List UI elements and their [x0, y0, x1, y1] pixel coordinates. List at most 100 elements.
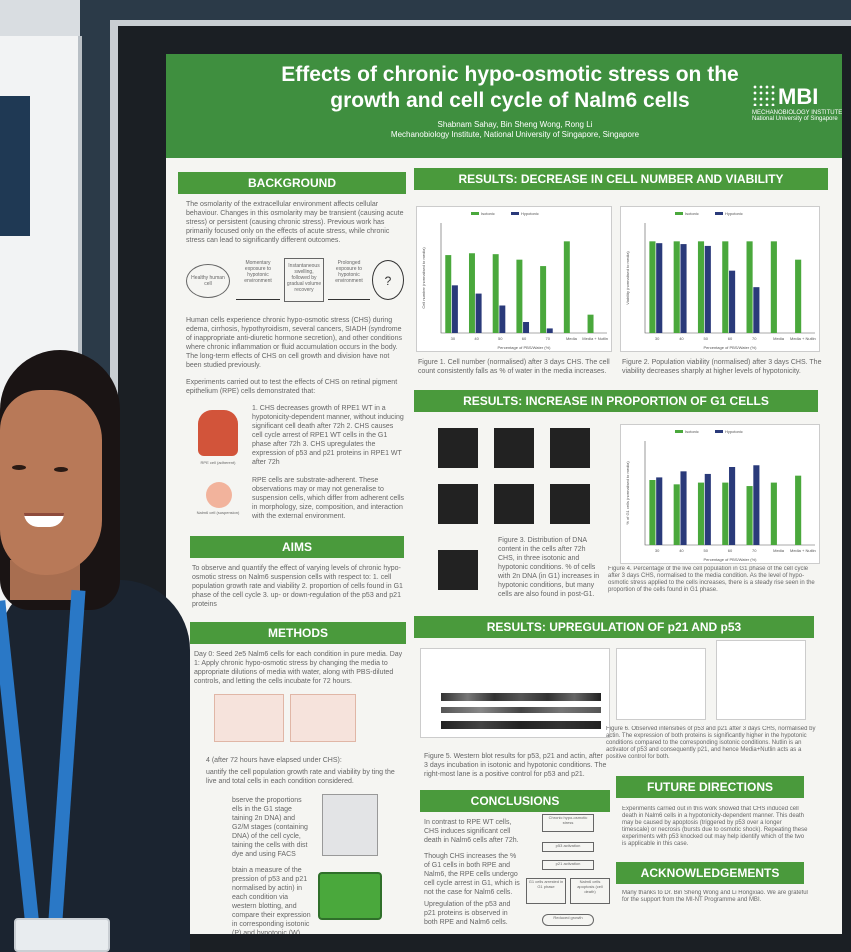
x-tick-label: 70: [752, 336, 757, 341]
chart-cell-number: Isotonic Hypotonic 30 40 50 60 70 Media Media + …: [421, 211, 608, 350]
chart-bar: [770, 241, 777, 333]
x-tick-label: 50: [498, 336, 503, 341]
flow-node: Chronic hypo-osmotic stress: [542, 814, 594, 832]
chart-bar: [445, 255, 452, 333]
chart-bar: [746, 486, 753, 545]
histogram-panel: [438, 428, 478, 468]
x-tick-label: Media: [566, 336, 578, 341]
blot-band-p21: [441, 707, 601, 713]
flow-node: Nalm6 cells apoptosis (cell death): [570, 878, 610, 904]
mbi-logo-text: MBI: [778, 84, 819, 109]
methods-text-5: btain a measure of the pression of p53 a…: [232, 867, 311, 934]
diagram-node-momentary: Momentary exposure to hypotonic environm…: [236, 260, 280, 300]
diagram-node-swelling: Instantaneous swelling, followed by grad…: [284, 258, 324, 302]
x-tick-label: Media + Nutlin: [790, 548, 816, 553]
chart-bar: [523, 322, 530, 333]
legend-label: Isotonic: [685, 211, 699, 216]
histogram-panel: [550, 428, 590, 468]
western-blot-apparatus-icon: [318, 872, 382, 920]
background-text-3: Experiments carried out to test the effe…: [186, 379, 398, 395]
x-tick-label: Media + Nutlin: [582, 336, 608, 341]
chart-bar: [680, 471, 687, 545]
nalm6-cell-icon: [206, 482, 232, 508]
legend-swatch: [675, 212, 683, 215]
chart-bar: [546, 328, 553, 333]
mbi-logo-subtitle: MECHANOBIOLOGY INSTITUTE National Univer…: [752, 110, 843, 122]
flow-cytometer-icon: [322, 794, 378, 856]
blot-band-p53: [441, 693, 601, 701]
y-axis-label: % of G1 cells (normalised to media): [625, 461, 630, 525]
title-banner: [166, 54, 842, 158]
chart-g1-proportion: Isotonic Hypotonic 30 40 50 60 70 Media Media + …: [625, 429, 816, 562]
chart-bar: [729, 467, 736, 545]
background-text-1: The osmolarity of the extracellular envi…: [186, 201, 404, 244]
x-axis-label: Percentage of PBS/Water (%): [704, 557, 758, 562]
chart-viability: Isotonic Hypotonic 30 40 50 60 70 Media Media + …: [625, 211, 816, 350]
chart-bar: [451, 285, 458, 333]
id-badge: [14, 918, 110, 952]
section-results1-header: RESULTS: DECREASE IN CELL NUMBER AND VIA…: [414, 168, 828, 190]
figure-6-caption: Figure 6. Observed intensities of p53 an…: [606, 726, 816, 760]
figure-6-chart-p21: [716, 640, 806, 720]
histogram-panel: [494, 484, 534, 524]
figure-2-caption: Figure 2. Population viability (normalis…: [622, 359, 822, 375]
well-plate-hypotonic: [290, 694, 356, 742]
histogram-panel: [550, 484, 590, 524]
x-axis-label: Percentage of PBS/Water (%): [704, 345, 758, 350]
x-tick-label: Media: [773, 548, 785, 553]
x-tick-label: 40: [474, 336, 479, 341]
x-tick-label: 30: [655, 336, 660, 341]
x-tick-label: 50: [703, 336, 708, 341]
background-list: 1. CHS decreases growth of RPE1 WT in a …: [252, 405, 404, 466]
chart-bar: [656, 477, 663, 545]
section-background-header: BACKGROUND: [178, 172, 406, 194]
chart-bar: [680, 244, 687, 333]
blot-band-actin: [441, 721, 601, 729]
chart-bar: [753, 465, 760, 545]
chart-bar: [673, 484, 680, 545]
x-tick-label: 70: [752, 548, 757, 553]
x-tick-label: 60: [728, 336, 733, 341]
chart-bar: [499, 305, 506, 333]
conclusion-text-2: Though CHS increases the % of G1 cells i…: [424, 853, 520, 896]
chart-bar: [753, 287, 760, 333]
conclusion-text-3: Upregulation of the p53 and p21 proteins…: [424, 901, 511, 926]
chart-bar: [516, 259, 523, 333]
poster-authors: Shabnam Sahay, Bin Sheng Wong, Rong Li M…: [360, 120, 670, 140]
chart-bar: [656, 243, 663, 333]
chart-bar: [795, 475, 802, 545]
legend-swatch: [511, 212, 519, 215]
x-tick-label: 40: [679, 548, 684, 553]
legend-swatch: [675, 430, 683, 433]
legend-swatch: [715, 212, 723, 215]
chart-bar: [649, 241, 656, 333]
chart-axis: [440, 223, 607, 334]
section-methods-header: METHODS: [190, 622, 406, 644]
methods-text-1: Day 0: Seed 2e5 Nalm6 cells for each con…: [194, 651, 403, 685]
future-text: Experiments carried out in this work sho…: [622, 806, 808, 847]
background-text-4: RPE cells are substrate-adherent. These …: [252, 477, 404, 520]
chart-bar: [770, 482, 777, 545]
section-future-header: FUTURE DIRECTIONS: [616, 776, 804, 798]
histogram-panel: [438, 484, 478, 524]
authors-line: Shabnam Sahay, Bin Sheng Wong, Rong Li: [437, 120, 593, 129]
chart-bar: [649, 480, 656, 545]
figure-1-caption: Figure 1. Cell number (normalised) after…: [418, 359, 610, 375]
chart-bar: [492, 254, 499, 333]
acknowledgements-text: Many thanks to Dr. Bin Sheng Wong and Li…: [622, 890, 808, 903]
flow-node: p53 activation: [542, 842, 594, 852]
person-smile: [24, 513, 64, 527]
chart-bar: [540, 266, 547, 333]
figure-4-caption: Figure 4. Percentage of the live cell po…: [608, 566, 815, 593]
legend-label: Isotonic: [481, 211, 495, 216]
flow-node: p21 activation: [542, 860, 594, 870]
figure-5-caption: Figure 5. Western blot results for p53, …: [424, 753, 607, 778]
histogram-panel: [494, 428, 534, 468]
legend-label: Hypotonic: [725, 429, 743, 434]
figure-1-cell-number-chart: Isotonic Hypotonic 30 40 50 60 70 Media Media + …: [416, 206, 612, 352]
diagram-node-prolonged: Prolonged exposure to hypotonic environm…: [328, 260, 370, 300]
figure-4-g1-chart: Isotonic Hypotonic 30 40 50 60 70 Media Media + …: [620, 424, 820, 564]
aims-text: To observe and quantify the effect of va…: [192, 565, 403, 608]
flow-node: G1 cells arrested in G1 phase: [526, 878, 566, 904]
chart-bar: [587, 314, 594, 333]
